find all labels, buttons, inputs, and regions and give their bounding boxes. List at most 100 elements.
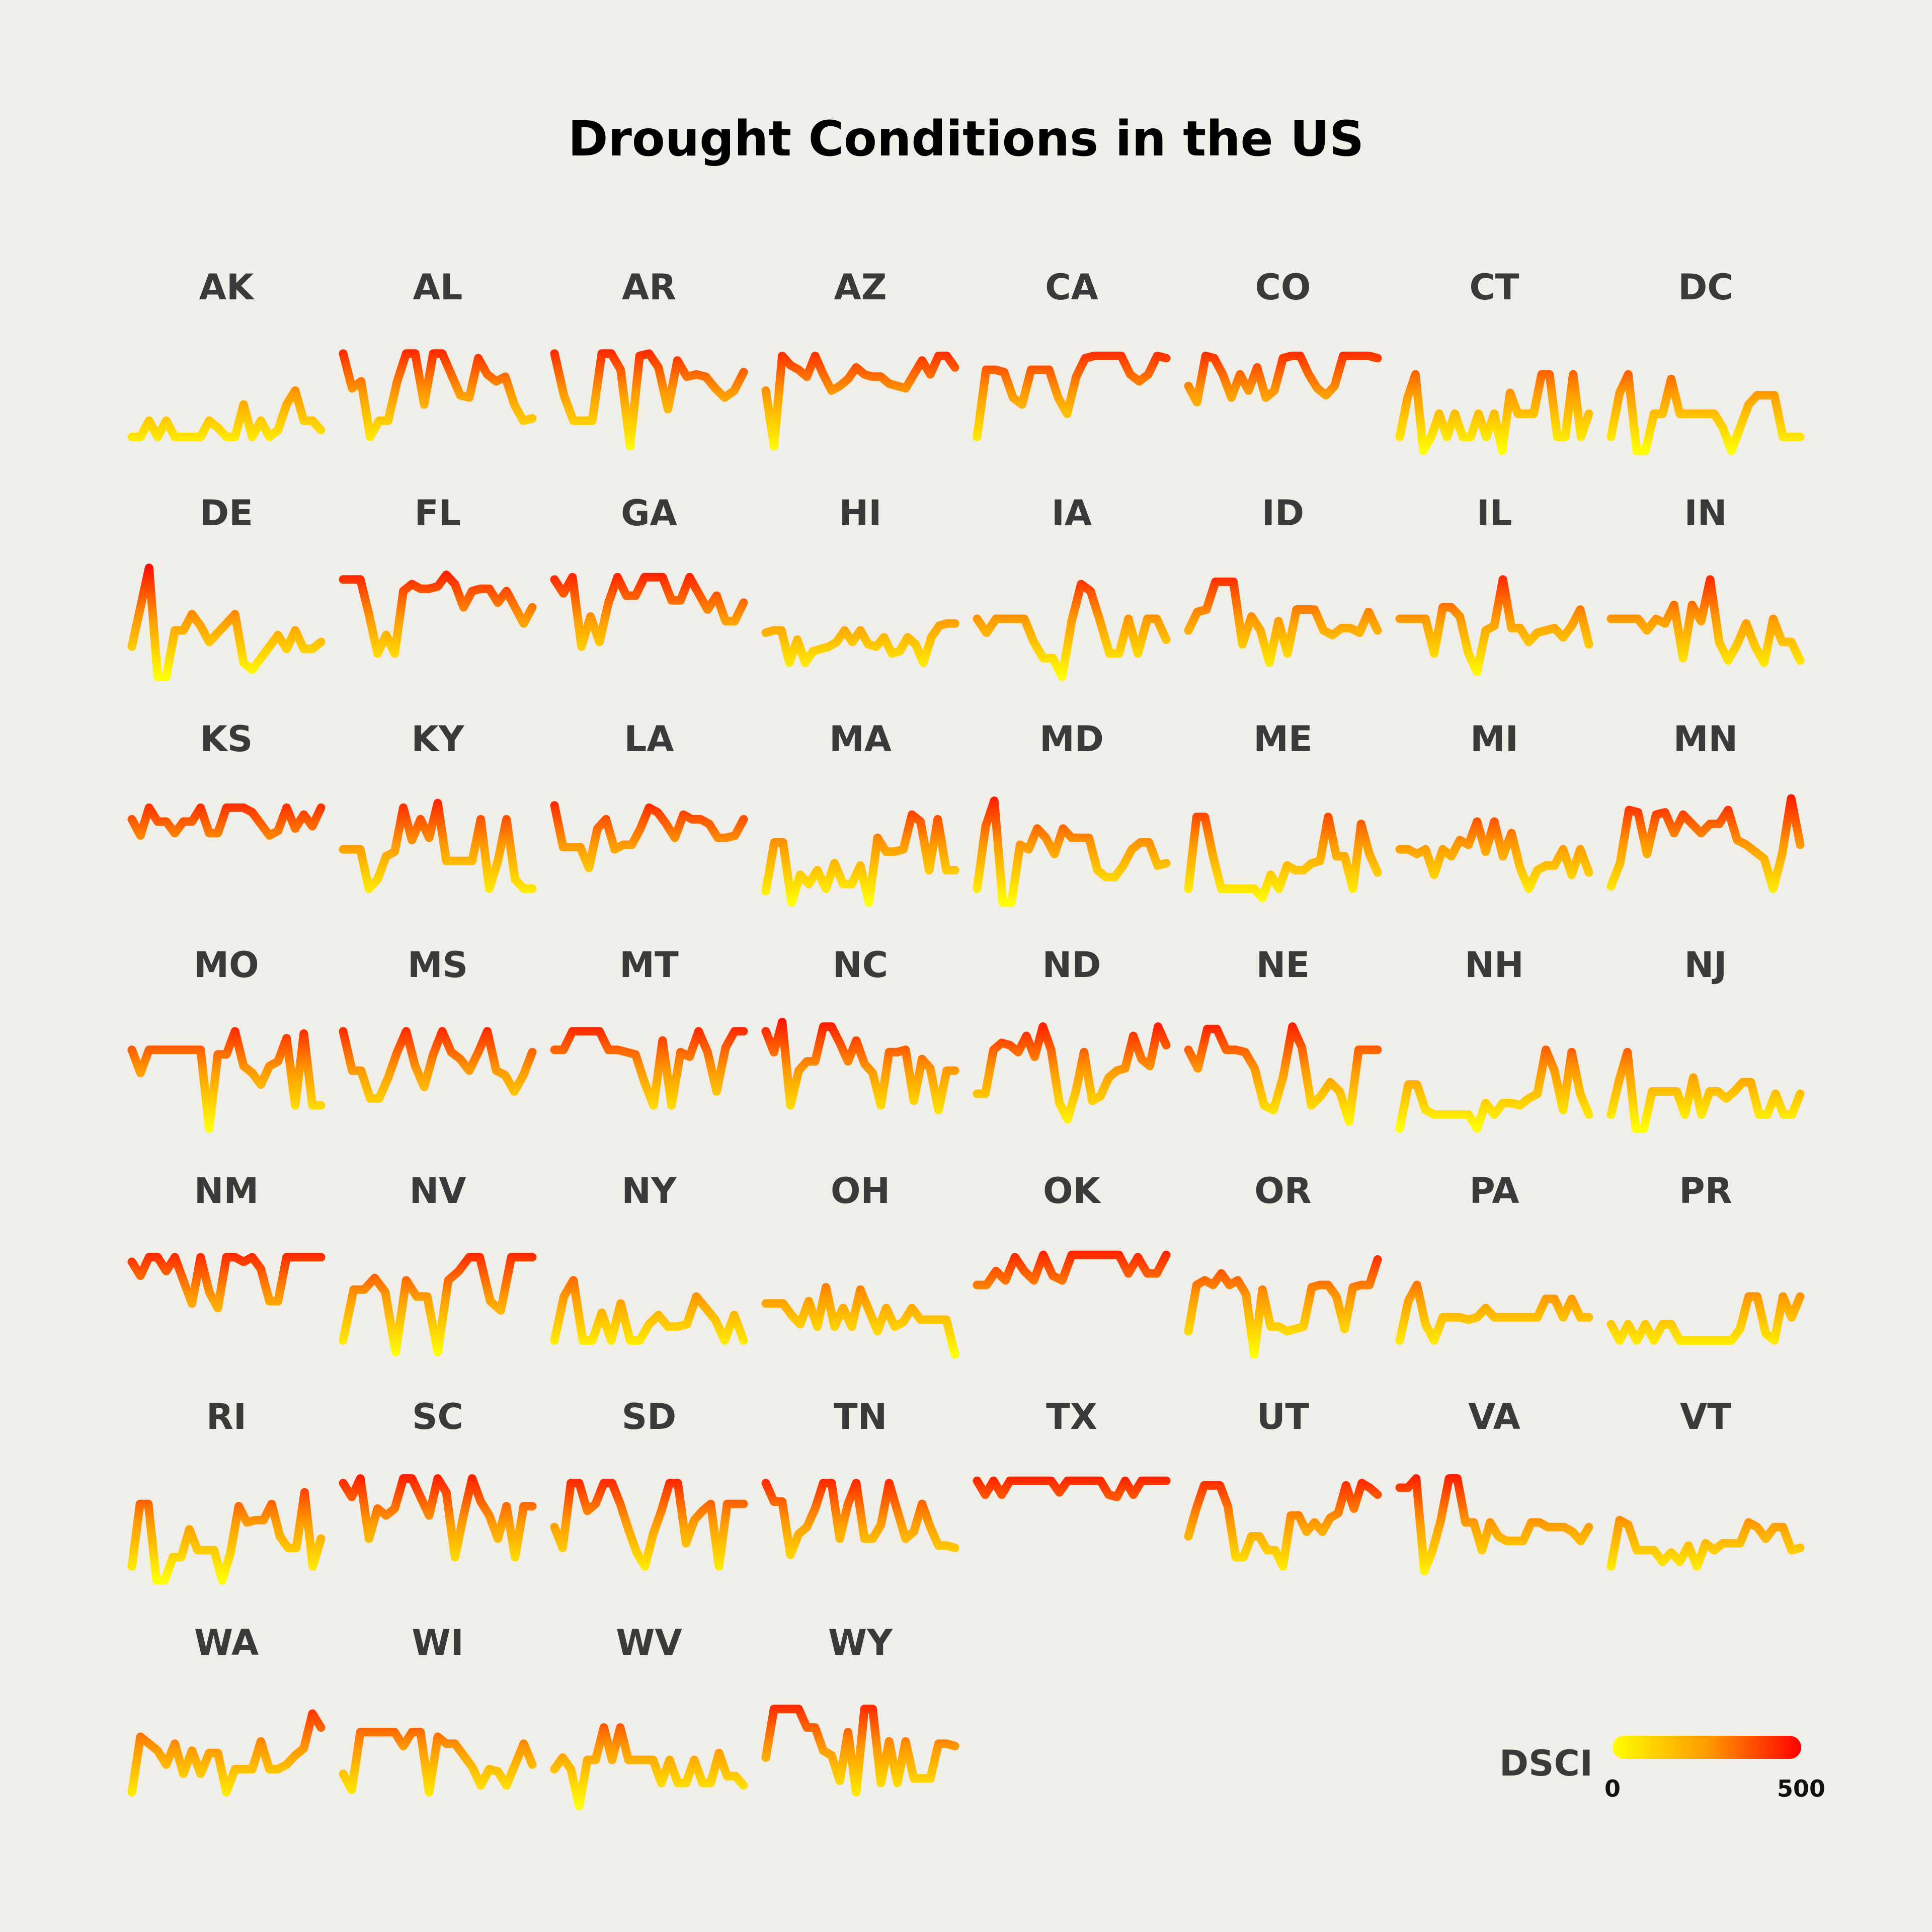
series-line-pa	[1395, 1280, 1593, 1345]
panel-ak: AK	[121, 270, 332, 466]
series-line-or	[1184, 1255, 1382, 1359]
panel-label: PA	[1469, 1170, 1519, 1212]
panel-label: CT	[1469, 267, 1519, 308]
panel-label: NC	[833, 944, 888, 986]
panel-label: UT	[1256, 1396, 1310, 1437]
sparkline	[1606, 794, 1805, 893]
series-line-wy	[761, 1705, 959, 1797]
sparkline	[761, 810, 959, 907]
panel-ct: CT	[1389, 270, 1600, 466]
sparkline	[550, 1479, 748, 1571]
panel-label: WV	[616, 1622, 682, 1663]
panel-nj: NJ	[1600, 947, 1811, 1144]
series-line-ut	[1184, 1479, 1382, 1571]
panel-nc: NC	[755, 947, 966, 1144]
series-line-wa	[127, 1709, 326, 1797]
sparkline	[973, 580, 1171, 681]
sparkline	[973, 1022, 1171, 1124]
sparkline	[550, 1723, 748, 1811]
series-line-fl	[339, 571, 537, 658]
panel-label: TN	[833, 1396, 888, 1437]
sparkline	[1606, 575, 1805, 667]
panel-label: DE	[200, 493, 253, 534]
sparkline	[1606, 370, 1805, 455]
series-line-va	[1395, 1474, 1593, 1576]
panel-sd: SD	[543, 1399, 755, 1595]
sparkline	[1395, 817, 1593, 893]
panel-label: VA	[1468, 1396, 1520, 1437]
sparkline	[550, 801, 748, 872]
sparkline	[1184, 813, 1382, 903]
sparkline	[973, 1476, 1171, 1501]
panel-label: ID	[1261, 493, 1305, 534]
legend-color-bar	[1613, 1736, 1801, 1759]
legend: DSCI 0 500	[1499, 1731, 1825, 1801]
panel-label: MT	[619, 944, 679, 986]
sparkline	[1395, 1280, 1593, 1345]
series-line-dc	[1606, 370, 1805, 455]
panel-il: IL	[1389, 496, 1600, 692]
panel-ca: CA	[966, 270, 1177, 466]
series-line-oh	[761, 1283, 959, 1359]
panel-sc: SC	[332, 1399, 543, 1595]
panel-label: WA	[194, 1622, 259, 1663]
series-line-mt	[550, 1027, 748, 1110]
panel-label: AK	[199, 267, 254, 308]
panel-or: OR	[1177, 1173, 1389, 1370]
series-line-la	[550, 801, 748, 872]
sparkline	[1184, 351, 1382, 407]
panel-pr: PR	[1600, 1173, 1811, 1370]
panel-tx: TX	[966, 1399, 1177, 1595]
sparkline	[127, 1488, 326, 1585]
panel-label: IN	[1684, 493, 1727, 534]
panel-label: NM	[194, 1170, 259, 1212]
panel-ga: GA	[543, 496, 755, 692]
panel-label: MS	[407, 944, 468, 986]
series-line-wv	[550, 1723, 748, 1811]
series-line-id	[1184, 577, 1382, 667]
series-line-ms	[339, 1027, 537, 1103]
sparkline	[973, 796, 1171, 907]
panel-label: MO	[194, 944, 259, 986]
sparkline	[1395, 370, 1593, 455]
panel-label: NV	[409, 1170, 466, 1212]
panel-mi: MI	[1389, 721, 1600, 918]
series-line-ca	[973, 351, 1171, 441]
panel-label: IA	[1051, 493, 1092, 534]
sparkline	[550, 573, 748, 651]
panel-mt: MT	[543, 947, 755, 1144]
sparkline	[1606, 1048, 1805, 1133]
series-line-co	[1184, 351, 1382, 407]
legend-max-label: 500	[1777, 1775, 1826, 1802]
series-line-vt	[1606, 1515, 1805, 1571]
series-line-sc	[339, 1474, 537, 1562]
series-line-az	[761, 351, 959, 451]
panel-label: DC	[1678, 267, 1733, 308]
panel-label: SC	[412, 1396, 463, 1437]
sparkline	[1606, 1292, 1805, 1345]
panel-label: AZ	[834, 267, 887, 308]
panel-ar: AR	[543, 270, 755, 466]
panel-label: OH	[830, 1170, 891, 1212]
panel-label: TX	[1046, 1396, 1097, 1437]
panel-label: WI	[412, 1622, 464, 1663]
panel-label: KY	[411, 718, 464, 760]
panel-nd: ND	[966, 947, 1177, 1144]
panel-tn: TN	[755, 1399, 966, 1595]
panel-label: AR	[621, 267, 677, 308]
sparkline	[1184, 1022, 1382, 1126]
series-line-ia	[973, 580, 1171, 681]
sparkline	[339, 798, 537, 893]
panel-label: MI	[1470, 718, 1518, 760]
sparkline	[127, 1253, 326, 1313]
sparkline	[1606, 1515, 1805, 1571]
series-line-de	[127, 564, 326, 681]
panel-pa: PA	[1389, 1173, 1600, 1370]
panel-label: NJ	[1684, 944, 1727, 986]
series-line-ny	[550, 1276, 748, 1345]
series-line-hi	[761, 619, 959, 667]
series-line-il	[1395, 575, 1593, 677]
panel-fl: FL	[332, 496, 543, 692]
series-line-in	[1606, 575, 1805, 667]
